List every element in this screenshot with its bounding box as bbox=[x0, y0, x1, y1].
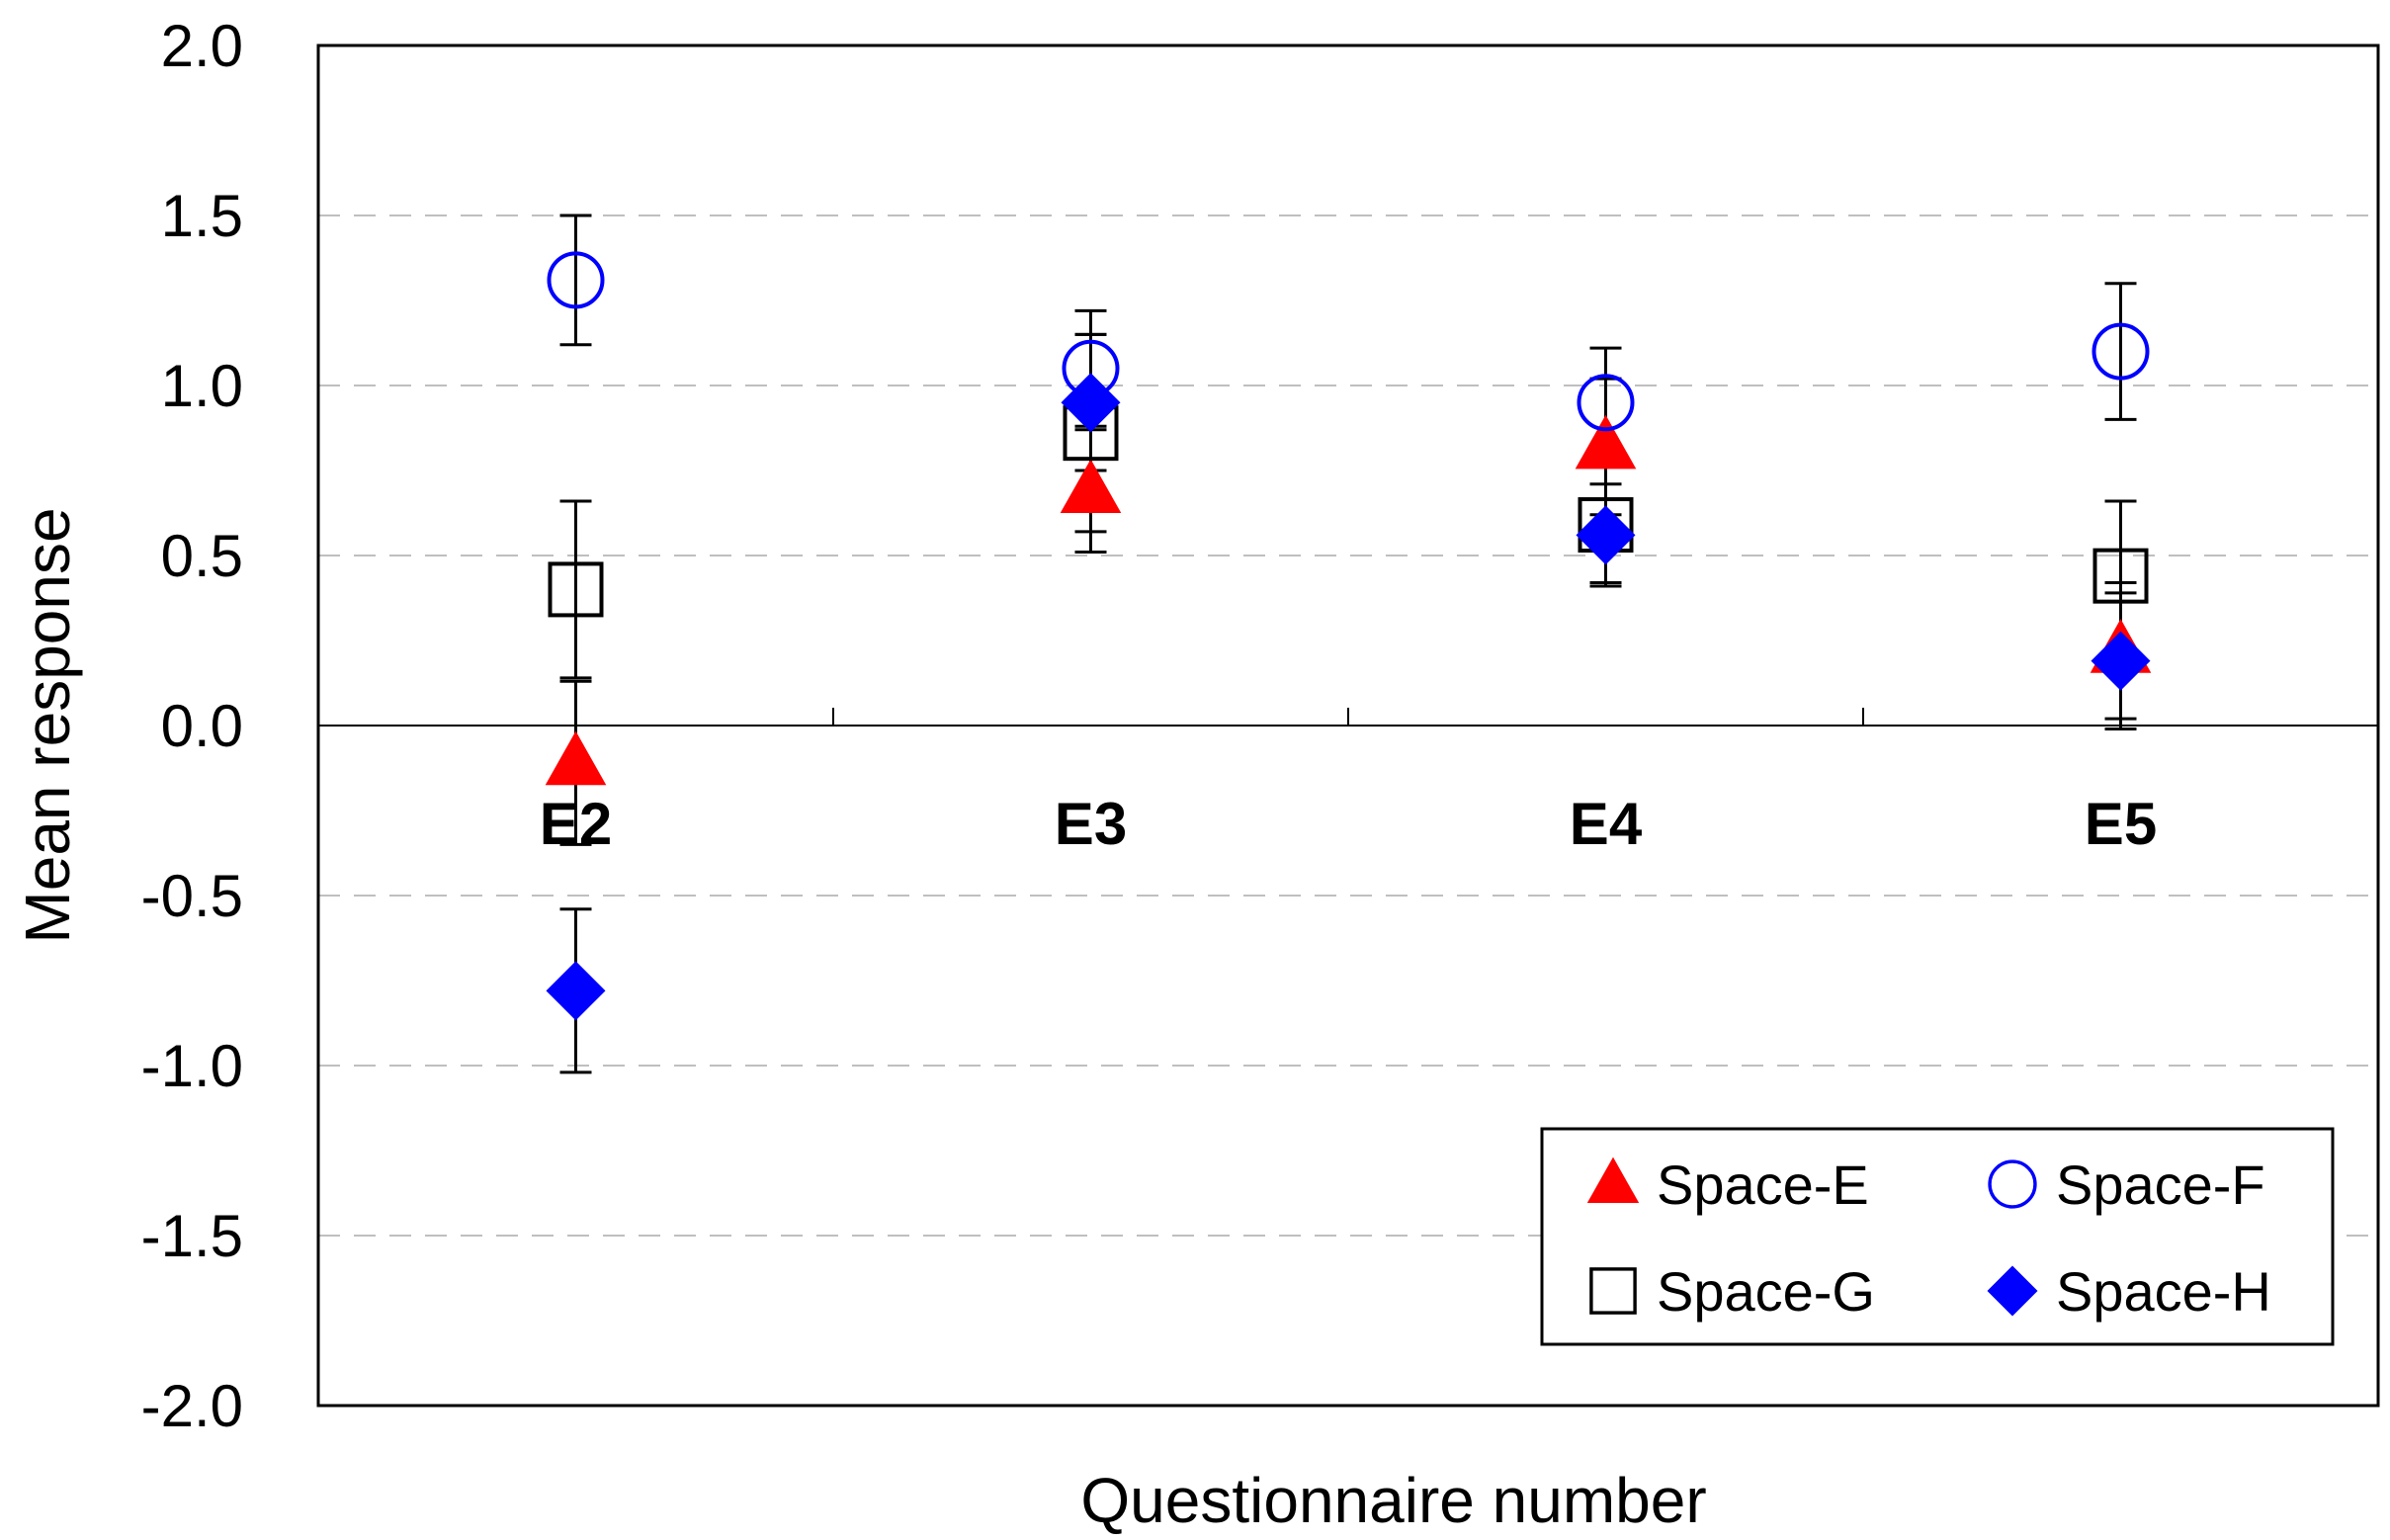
legend-box bbox=[1540, 1127, 2335, 1346]
category-label: E4 bbox=[1570, 791, 1643, 857]
legend-marker bbox=[1589, 1267, 1637, 1315]
legend-symbol bbox=[1586, 1156, 1640, 1204]
series-space-f bbox=[559, 214, 2137, 459]
markers-space-g bbox=[548, 405, 2149, 618]
legend-label: Space-E bbox=[1657, 1154, 1869, 1216]
markers-space-f bbox=[547, 251, 2150, 432]
y-tick-label: 2.0 bbox=[161, 13, 243, 79]
y-tick-label: -2.0 bbox=[141, 1373, 243, 1439]
markers-space-e bbox=[545, 414, 2152, 786]
series-space-e bbox=[559, 377, 2137, 846]
markers-space-h bbox=[546, 373, 2151, 1021]
y-tick-label: -0.5 bbox=[141, 863, 243, 929]
x-axis-categories: E2 E3 E4 E5 bbox=[540, 791, 2157, 857]
y-axis-ticks: 2.0 1.5 1.0 0.5 0.0 -0.5 -1.0 -1.5 -2.0 bbox=[141, 13, 243, 1439]
y-tick-label: -1.5 bbox=[141, 1203, 243, 1269]
data-point bbox=[1577, 374, 1635, 432]
data-point bbox=[2091, 631, 2151, 691]
legend-marker bbox=[1988, 1159, 2037, 1209]
legend-symbol bbox=[1987, 1265, 2038, 1317]
series-space-h bbox=[559, 332, 2137, 1074]
data-point bbox=[2091, 322, 2150, 381]
data-point bbox=[545, 730, 607, 786]
y-tick-label: 0.0 bbox=[161, 693, 243, 759]
data-point bbox=[547, 251, 605, 309]
data-point bbox=[1575, 414, 1637, 470]
x-axis-title: Questionnaire number bbox=[1080, 1465, 1706, 1536]
legend-label: Space-H bbox=[2056, 1260, 2271, 1323]
legend: Space-E Space-F Space-G Space-H bbox=[1540, 1127, 2335, 1346]
legend-label: Space-F bbox=[2056, 1154, 2265, 1216]
legend-marker bbox=[1586, 1156, 1640, 1204]
y-tick-label: -1.0 bbox=[141, 1033, 243, 1099]
legend-marker bbox=[1987, 1265, 2038, 1317]
legend-label: Space-G bbox=[1657, 1260, 1875, 1323]
category-label: E5 bbox=[2085, 791, 2157, 857]
y-tick-label: 0.5 bbox=[161, 523, 243, 589]
legend-symbol bbox=[1589, 1267, 1637, 1315]
category-label: E3 bbox=[1055, 791, 1127, 857]
y-tick-label: 1.5 bbox=[161, 183, 243, 249]
x-axis-zero-line bbox=[318, 708, 2378, 727]
data-point bbox=[1576, 505, 1636, 565]
data-point bbox=[1061, 373, 1121, 433]
data-point bbox=[2092, 548, 2149, 604]
legend-symbol bbox=[1988, 1159, 2037, 1209]
data-marks bbox=[545, 214, 2152, 1074]
y-axis-title: Mean response bbox=[12, 507, 83, 943]
data-point bbox=[1060, 459, 1122, 514]
data-point bbox=[548, 561, 604, 618]
data-point bbox=[546, 961, 606, 1021]
y-tick-label: 1.0 bbox=[161, 353, 243, 419]
